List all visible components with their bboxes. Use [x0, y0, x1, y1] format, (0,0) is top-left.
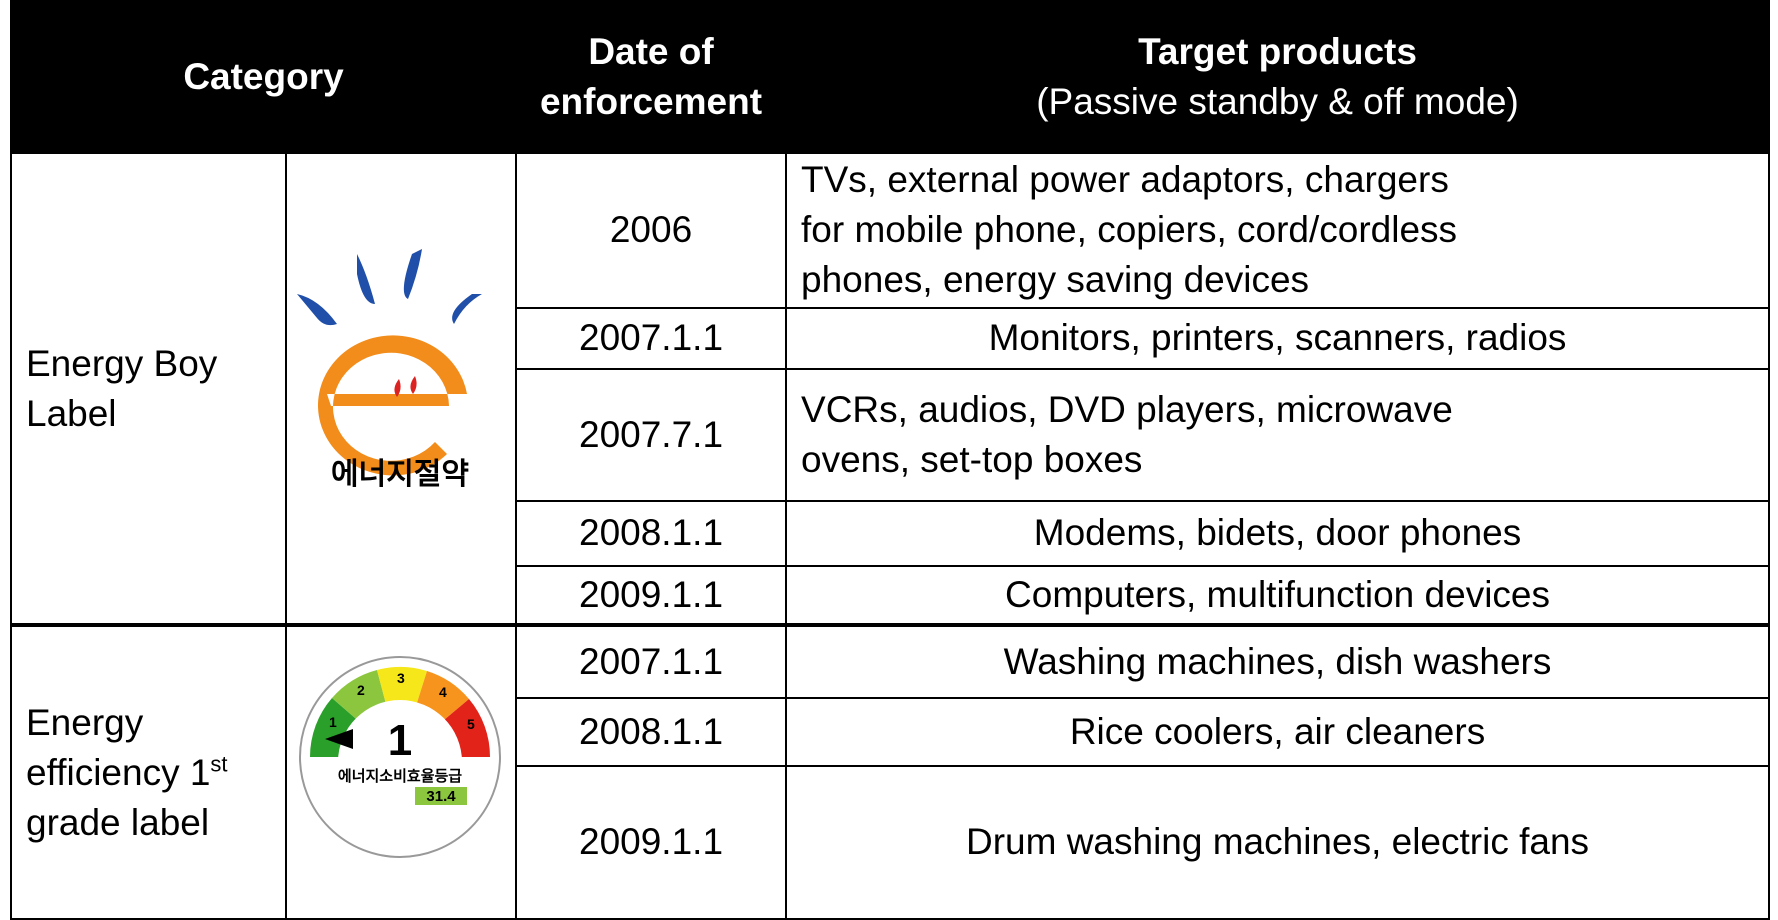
products: Monitors, printers, scanners, radios: [785, 306, 1771, 370]
logo-cell: 에너지절약: [284, 152, 518, 626]
superscript: st: [210, 751, 228, 777]
energy-boy-logo: 에너지절약: [297, 249, 482, 491]
arrow: [325, 729, 353, 749]
date: 2008.1.1: [515, 499, 788, 567]
text: ovens, set-top boxes: [801, 438, 1143, 480]
header-date: Date of enforcement: [515, 0, 788, 154]
products: Computers, multifunction devices: [785, 564, 1771, 627]
grade: 3: [397, 670, 405, 686]
date: 2006: [515, 152, 788, 309]
text: Target products: [1138, 31, 1417, 72]
text: phones, energy saving devices: [801, 259, 1310, 301]
grade: 2: [357, 682, 365, 698]
date: 2008.1.1: [515, 696, 788, 767]
ray: [357, 254, 375, 304]
date: 2007.7.1: [515, 367, 788, 502]
date: 2009.1.1: [515, 764, 788, 920]
products: Modems, bidets, door phones: [785, 499, 1771, 567]
text: Label: [26, 392, 117, 434]
big-grade: 1: [388, 716, 412, 765]
text: for mobile phone, copiers, cord/cordless: [801, 209, 1458, 251]
ray: [297, 294, 337, 326]
value-box: [415, 787, 467, 805]
grade-label-logo: 1 2 3 4 5 1 에너지소비효율등급 31.4: [299, 656, 501, 858]
grade: 4: [439, 684, 447, 700]
text: TVs, external power adaptors, chargers: [801, 159, 1449, 201]
products: Rice coolers, air cleaners: [785, 696, 1771, 767]
date: 2007.1.1: [515, 306, 788, 370]
label-title: 에너지소비효율등급: [338, 768, 462, 785]
page: Category Date of enforcement Target produ…: [9, 0, 1771, 920]
logo-text: 에너지절약: [331, 458, 469, 491]
e-shape: [318, 335, 467, 476]
products: TVs, external power adaptors, chargers fo…: [785, 152, 1771, 309]
products: Washing machines, dish washers: [785, 623, 1771, 699]
group-label: Energy efficiency 1st grade label: [10, 623, 287, 920]
ray: [452, 294, 482, 324]
header-category: Category: [9, 0, 518, 154]
products: VCRs, audios, DVD players, microwave oven…: [785, 367, 1771, 502]
text: grade label: [26, 801, 210, 843]
label-value: 31.4: [426, 788, 456, 805]
group-label: Energy Boy Label: [10, 152, 287, 626]
grade: 5: [467, 716, 475, 732]
ray: [403, 249, 422, 299]
grade: 1: [329, 714, 337, 730]
header-target: Target products (Passive standby & off mo…: [785, 0, 1771, 154]
text: VCRs, audios, DVD players, microwave: [801, 388, 1453, 430]
text: (Passive standby & off mode): [1036, 81, 1519, 122]
standby-table: Category Date of enforcement Target produ…: [9, 0, 1771, 920]
text: efficiency 1: [26, 751, 211, 793]
eyes: [394, 376, 417, 397]
text: Energy: [26, 701, 144, 743]
date: 2007.1.1: [515, 623, 788, 699]
text: Energy Boy: [26, 342, 218, 384]
text: Date of: [588, 31, 714, 72]
products: Drum washing machines, electric fans: [785, 764, 1771, 920]
date: 2009.1.1: [515, 564, 788, 627]
text: enforcement: [539, 81, 763, 122]
logo-cell: 1 2 3 4 5 1 에너지소비효율등급 31.4: [284, 623, 518, 920]
header-row: Category Date of enforcement Target produ…: [9, 0, 1771, 154]
